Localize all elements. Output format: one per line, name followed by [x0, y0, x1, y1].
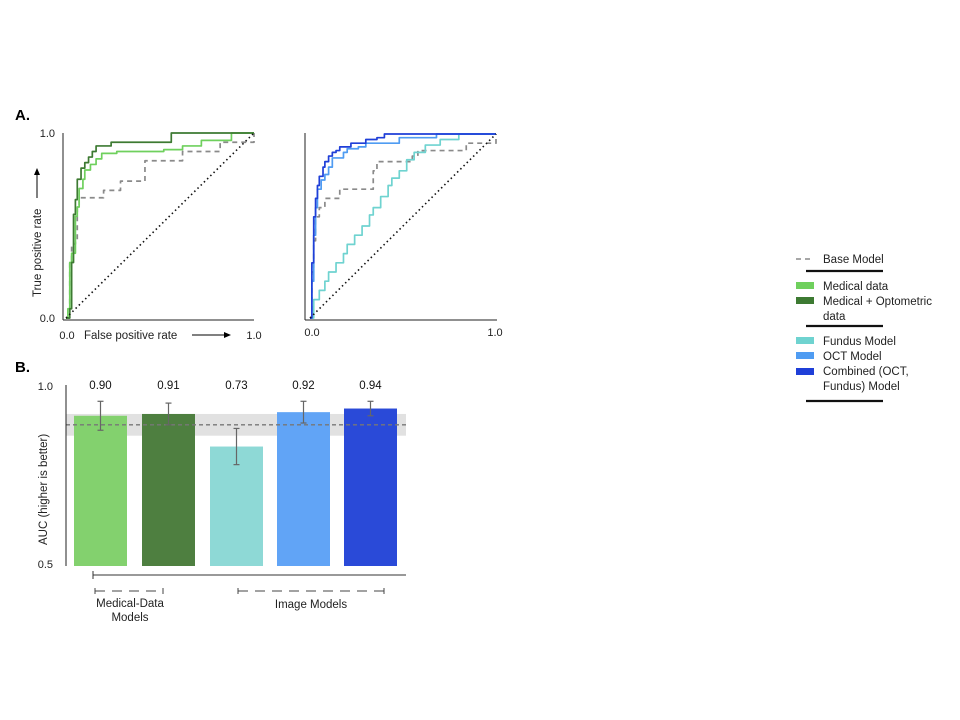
- auc-bar-chart: 0.90 0.91 0.73 0.92 0.94 1.0 0.5 AUC (higher…: [38, 380, 406, 624]
- roc1-ytick-top: 1.0: [40, 128, 55, 140]
- errorbar-combined-oct-fundus-model: [367, 400, 374, 417]
- legend-label-medical: Medical data: [823, 281, 889, 293]
- roc1-xtick-right: 1.0: [246, 330, 261, 342]
- roc1-curve-medical-data: [66, 132, 254, 319]
- medical-group-label-2: Models: [111, 612, 148, 624]
- legend-swatch-medical: [796, 282, 814, 289]
- panel-b-label: B.: [15, 359, 30, 376]
- bar-medical-optometric-data: [142, 413, 195, 566]
- roc1-curve-medical-optometric-data: [66, 132, 254, 319]
- panel-a-label: A.: [15, 107, 30, 124]
- roc-chart-medical: 1.0 0.0 0.0 1.0 False positive rate True…: [32, 128, 262, 342]
- roc2-xtick-left: 0.0: [304, 327, 319, 339]
- legend-label-fundus: Fundus Model: [823, 336, 896, 348]
- bar-medical-data: [74, 415, 127, 566]
- legend-swatch-combined: [796, 368, 814, 375]
- roc1-x-label: False positive rate: [84, 330, 177, 342]
- errorbar-fundus-model: [233, 427, 240, 466]
- errorbar-medical-optometric-data: [165, 402, 172, 426]
- legend-label-base: Base Model: [823, 254, 884, 266]
- bar-ytick-top: 1.0: [38, 381, 53, 393]
- legend-swatch-medical-optometric: [796, 297, 814, 304]
- errorbar-medical-data: [97, 400, 104, 431]
- roc1-y-arrowhead: [34, 168, 40, 175]
- bar-y-label: AUC (higher is better): [38, 434, 50, 545]
- bar-value-label-fundus-model: 0.73: [225, 380, 247, 392]
- legend-label-combined: Combined (OCT,: [823, 366, 909, 378]
- roc1-ytick-bottom: 0.0: [40, 313, 55, 325]
- medical-group-label: Medical-Data: [96, 598, 164, 610]
- bar-value-label-medical-optometric-data: 0.91: [157, 380, 179, 392]
- legend-label-oct: OCT Model: [823, 351, 882, 363]
- roc1-curve-diagonal: [65, 132, 255, 319]
- roc1-y-label: True positive rate: [32, 209, 44, 297]
- roc2-curve-oct-model: [310, 133, 496, 319]
- roc-chart-image: 0.0 1.0: [304, 133, 503, 339]
- image-group-label: Image Models: [275, 599, 347, 611]
- bar-combined-oct-fundus-model: [344, 408, 397, 566]
- bar-value-label-combined-oct-fundus-model: 0.94: [359, 380, 382, 392]
- legend-swatch-fundus: [796, 337, 814, 344]
- legend-label-medical-optometric-2: data: [823, 311, 846, 323]
- legend-label-medical-optometric: Medical + Optometric: [823, 296, 932, 308]
- roc1-x-arrowhead: [224, 332, 231, 338]
- legend: Base Model Medical data Medical + Optome…: [796, 254, 932, 403]
- roc2-xtick-right: 1.0: [487, 327, 502, 339]
- legend-label-combined-2: Fundus) Model: [823, 381, 900, 393]
- bar-ytick-bottom: 0.5: [38, 559, 53, 571]
- roc2-curve-diagonal: [309, 133, 497, 319]
- bar-value-label-medical-data: 0.90: [89, 380, 111, 392]
- bar-value-label-oct-model: 0.92: [292, 380, 314, 392]
- bar-fundus-model: [210, 446, 263, 566]
- roc2-curve-fundus-model: [310, 133, 496, 319]
- legend-swatch-oct: [796, 352, 814, 359]
- roc2-curve-combined-oct-fundus-model: [310, 133, 496, 319]
- bar-oct-model: [277, 412, 330, 566]
- errorbar-oct-model: [300, 400, 307, 424]
- roc1-xtick-left: 0.0: [59, 330, 74, 342]
